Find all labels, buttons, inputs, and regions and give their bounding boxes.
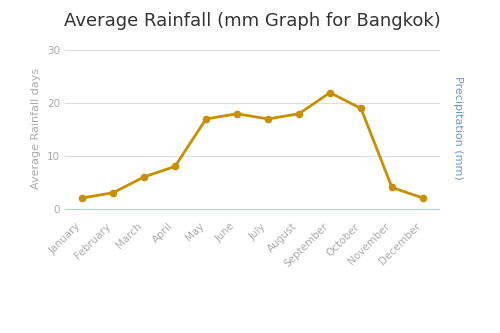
Y-axis label: Average Rainfall days: Average Rainfall days [32, 68, 42, 189]
Title: Average Rainfall (mm Graph for Bangkok): Average Rainfall (mm Graph for Bangkok) [64, 12, 441, 30]
Y-axis label: Precipitation (mm): Precipitation (mm) [453, 76, 463, 180]
